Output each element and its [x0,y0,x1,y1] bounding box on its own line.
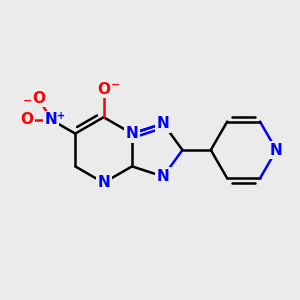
Text: O: O [97,82,110,97]
Text: −: − [23,96,32,106]
Text: +: + [57,111,65,121]
Text: O: O [32,91,45,106]
Text: N: N [97,175,110,190]
Text: O: O [20,112,33,127]
Text: N: N [157,169,169,184]
Text: N: N [126,126,138,141]
Text: N: N [45,112,58,127]
Text: N: N [270,142,283,158]
Text: −: − [111,80,121,90]
Text: N: N [157,116,169,131]
